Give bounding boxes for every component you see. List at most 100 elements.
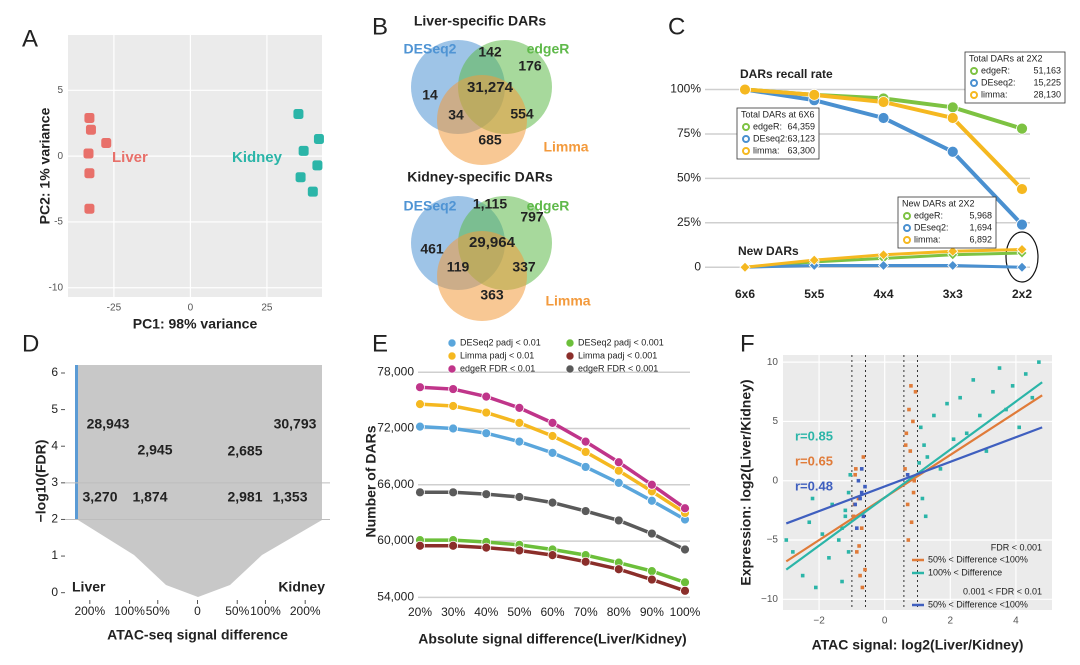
plot-background — [68, 35, 322, 297]
y-tick-label: 5 — [57, 85, 63, 96]
x-tick-label: 90% — [640, 605, 664, 619]
point — [857, 544, 861, 548]
point — [863, 484, 867, 489]
x-tick-label: 60% — [540, 605, 564, 619]
marker — [739, 83, 751, 96]
point — [908, 449, 913, 453]
x-tick-label: 50% — [225, 604, 249, 618]
x-axis-title: Absolute signal difference(Liver/Kidney) — [418, 631, 686, 647]
plot-background — [783, 355, 1052, 610]
point — [909, 520, 914, 525]
legend-title: New DARs at 2X2 — [902, 198, 975, 208]
point — [918, 425, 923, 430]
y-tick-label: 78,000 — [377, 364, 414, 378]
y-tick-label: 5 — [772, 416, 778, 427]
legend-label: DEseq2: — [753, 133, 788, 143]
x-axis-title: ATAC-seq signal difference — [107, 627, 288, 643]
point — [932, 413, 936, 418]
y-tick-label: 25% — [677, 215, 701, 229]
y-tick-label: 60,000 — [377, 533, 414, 547]
venn-count: 119 — [447, 259, 470, 275]
point — [951, 437, 956, 442]
x-tick-label: 0 — [194, 604, 201, 618]
venn-set-label: DESeq2 — [404, 198, 457, 214]
x-tick-label: 25 — [261, 303, 273, 314]
legend-marker — [565, 351, 575, 361]
point — [298, 145, 309, 156]
x-tick-label: 4 — [1013, 616, 1019, 627]
point — [909, 384, 913, 388]
legend-label: edgeR: — [914, 210, 943, 220]
point — [312, 160, 323, 171]
legend-label: edgeR FDR < 0.01 — [460, 363, 535, 373]
marker — [680, 503, 690, 514]
marker — [448, 540, 459, 551]
point — [859, 490, 864, 495]
x-tick-label: 3x3 — [943, 287, 963, 301]
marker — [580, 556, 591, 567]
marker — [580, 447, 591, 457]
annotation: New DARs — [738, 244, 799, 258]
legend-value: 5,968 — [969, 210, 992, 220]
point — [922, 443, 926, 447]
y-tick-label: -5 — [54, 217, 63, 228]
legend-marker — [447, 338, 457, 348]
x-tick-label: 6x6 — [735, 287, 755, 301]
legend-value: 1,694 — [969, 222, 992, 232]
point — [101, 137, 112, 148]
marker — [547, 550, 558, 561]
point — [856, 478, 861, 483]
correlation-label: r=0.65 — [795, 453, 833, 468]
fit-line — [785, 394, 1043, 563]
panel-label: A — [22, 25, 38, 52]
panel-label: B — [372, 13, 388, 40]
legend-marker — [970, 79, 978, 87]
point — [784, 538, 789, 542]
marker — [580, 506, 591, 516]
marker — [547, 497, 558, 508]
venn-set-label: DESeq2 — [404, 41, 457, 57]
marker — [1016, 122, 1028, 135]
y-tick-label: 0 — [772, 475, 778, 486]
legend-title: 0.001 < FDR < 0.01 — [963, 586, 1042, 596]
point — [848, 472, 853, 477]
marker — [613, 515, 624, 526]
legend-label: limma: — [914, 234, 941, 244]
point — [840, 579, 844, 584]
point — [854, 467, 858, 471]
point — [904, 431, 909, 436]
series-line — [419, 385, 687, 510]
x-axis-title: PC1: 98% variance — [133, 316, 258, 332]
point — [855, 526, 859, 530]
region-count: 3,270 — [82, 489, 117, 505]
point — [307, 186, 318, 197]
marker — [415, 487, 425, 498]
point — [853, 502, 857, 507]
marker — [680, 544, 690, 555]
point — [912, 478, 917, 483]
region-label: Liver — [72, 579, 106, 595]
legend-value: 6,892 — [969, 234, 992, 244]
point — [820, 532, 825, 536]
legend-box — [897, 196, 997, 249]
legend-box — [736, 107, 820, 160]
marker — [646, 566, 657, 577]
annotation: DARs recall rate — [740, 67, 833, 81]
point — [791, 550, 795, 554]
legend-label: 50% < Difference <100% — [928, 599, 1028, 609]
legend-label: limma: — [981, 89, 1008, 99]
point — [860, 585, 865, 590]
y-tick-label: 3 — [51, 475, 58, 489]
y-tick-label: 100% — [670, 82, 701, 96]
marker — [947, 259, 959, 272]
y-tick-label: 2 — [51, 512, 58, 526]
point — [863, 567, 867, 572]
panel-label: F — [740, 330, 755, 357]
marker — [448, 487, 459, 498]
marker — [946, 101, 959, 114]
x-tick-label: 2 — [948, 616, 954, 627]
x-tick-label: 30% — [441, 605, 465, 619]
marker — [1016, 183, 1028, 195]
marker — [580, 462, 591, 472]
